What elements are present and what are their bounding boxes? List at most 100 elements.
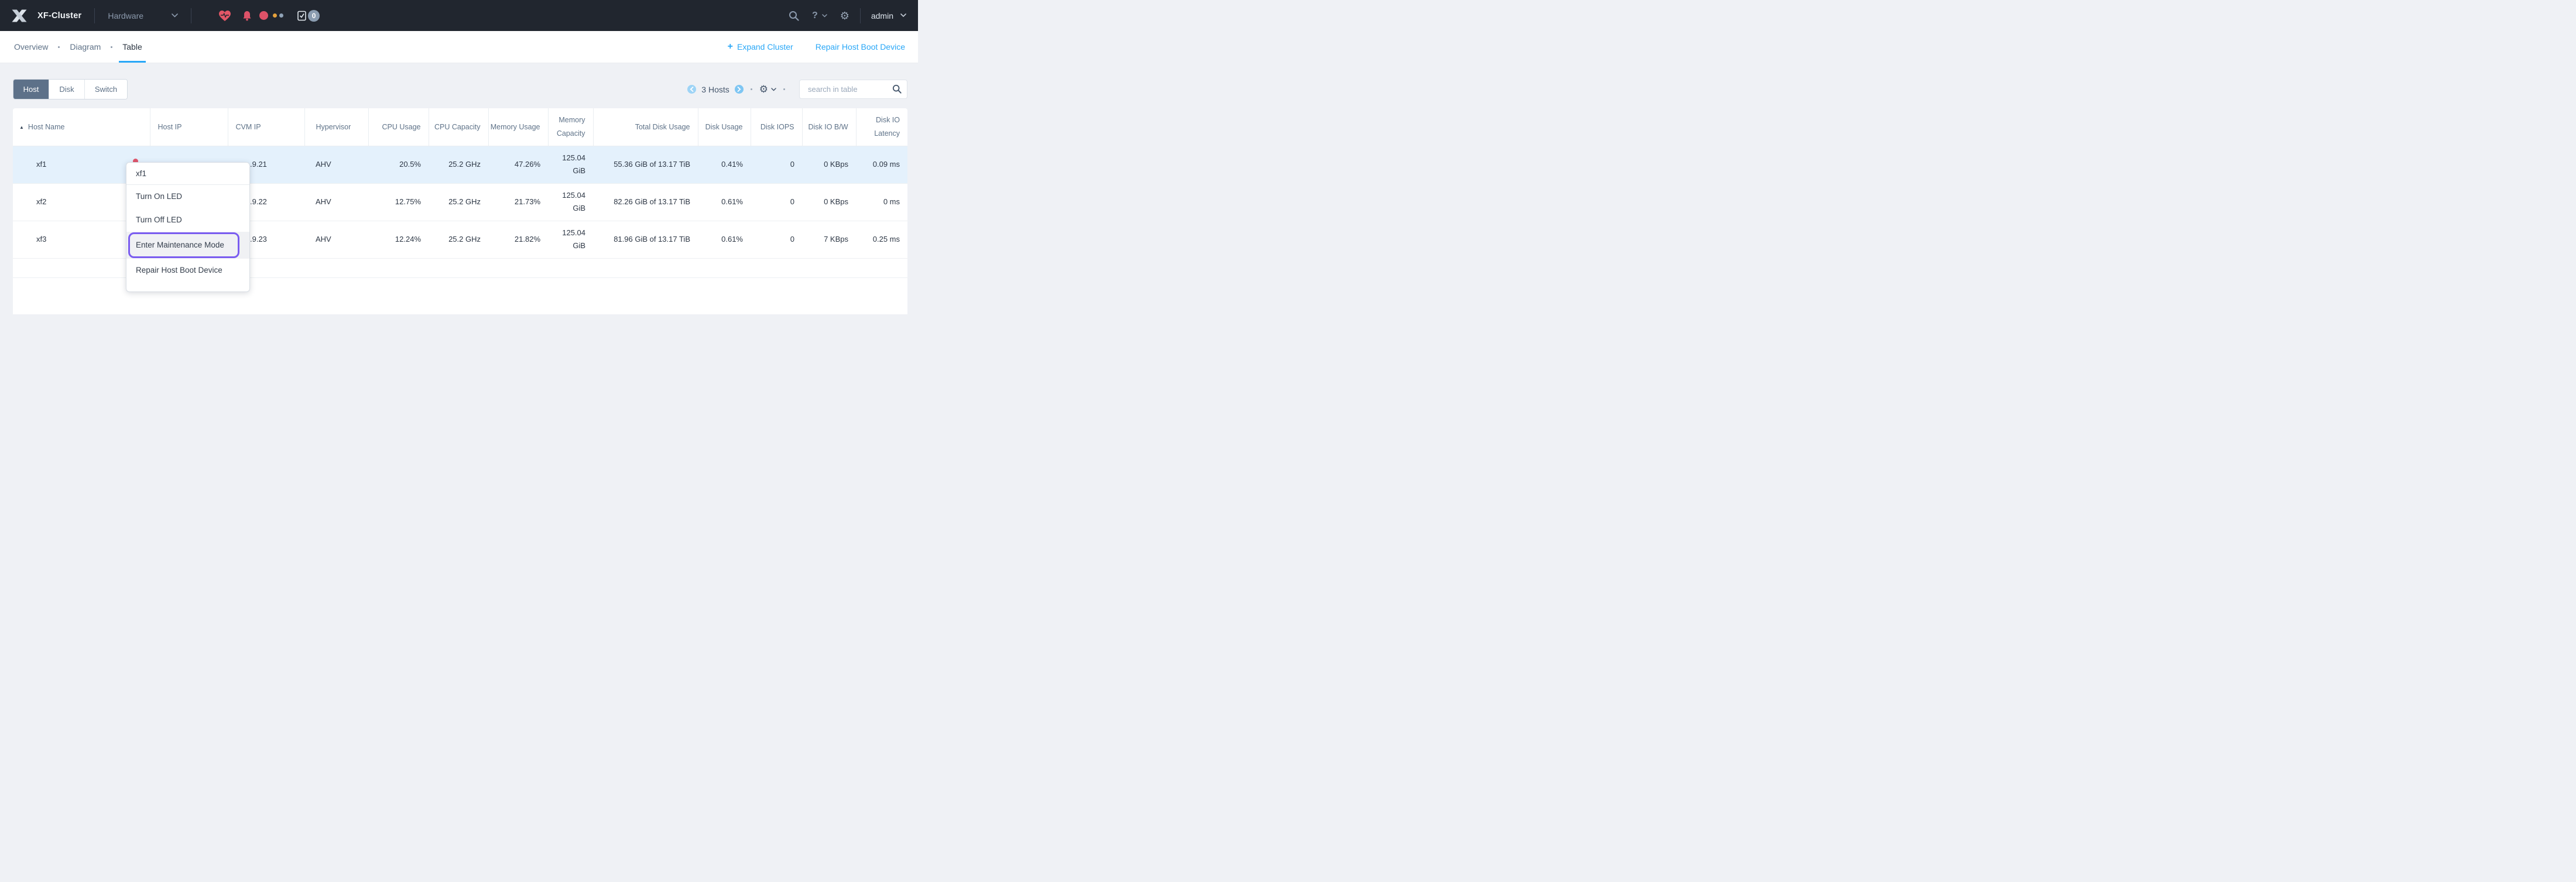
column-header-host-ip[interactable]: Host IP (150, 108, 228, 146)
table-row-xf1[interactable]: xf1 .9.21 AHV 20.5% 25.2 GHz 47.26% 125.… (13, 146, 907, 184)
view-tab-disk[interactable]: Disk (49, 80, 84, 99)
column-header-disk-io-latency[interactable]: Disk IO Latency (856, 108, 907, 146)
cell-hypervisor[interactable]: AHV (304, 183, 368, 221)
cell-cpu-capacity[interactable]: 25.2 GHz (429, 221, 488, 259)
cell-memory-usage[interactable]: 21.73% (488, 183, 548, 221)
tasks-count-badge: 0 (308, 9, 320, 22)
tab-table[interactable]: Table (119, 31, 146, 63)
brand-x-logo[interactable] (12, 9, 27, 22)
cell-disk-iops[interactable]: 0 (751, 146, 802, 184)
chevron-down-icon (172, 13, 178, 18)
chevron-right-icon (737, 87, 741, 92)
chevron-left-icon (690, 87, 694, 92)
cell-disk-iops[interactable]: 0 (751, 221, 802, 259)
tab-separator-dot (58, 46, 60, 48)
enter-maintenance-mode-label: Enter Maintenance Mode (136, 241, 224, 249)
cell-memory-usage[interactable]: 47.26% (488, 146, 548, 184)
cell-disk-io-latency[interactable]: 0 ms (856, 183, 907, 221)
top-nav: XF-Cluster Hardware 0 (0, 0, 918, 31)
menu-item-repair-host-boot-device[interactable]: Repair Host Boot Device (136, 266, 222, 274)
cell-disk-usage[interactable]: 0.41% (698, 146, 751, 184)
cell-memory-capacity[interactable]: 125.04 GiB (548, 221, 593, 259)
hosts-table-card: ▲ Host Name Host IP CVM IP Hypervisor CPU… (13, 108, 907, 314)
info-alert-dot[interactable] (279, 13, 284, 18)
alerts-bell-icon[interactable] (242, 11, 252, 21)
host-context-menu: xf1 Turn On LED Turn Off LED Enter Maint… (126, 162, 250, 292)
column-header-disk-usage[interactable]: Disk Usage (698, 108, 751, 146)
cell-disk-usage[interactable]: 0.61% (698, 183, 751, 221)
table-header-row: ▲ Host Name Host IP CVM IP Hypervisor CPU… (13, 108, 907, 146)
column-header-disk-io-bw[interactable]: Disk IO B/W (802, 108, 857, 146)
cell-total-disk-usage[interactable]: 82.26 GiB of 13.17 TiB (593, 183, 698, 221)
global-search-button[interactable] (789, 11, 799, 21)
cluster-name: XF-Cluster (37, 11, 82, 20)
nav-status-icons: 0 (217, 9, 320, 22)
hardware-menu-dropdown[interactable]: Hardware (108, 11, 178, 20)
next-page-button[interactable] (734, 85, 744, 94)
user-menu[interactable]: admin (871, 11, 906, 20)
view-tab-host[interactable]: Host (13, 80, 49, 99)
column-header-total-disk-usage[interactable]: Total Disk Usage (593, 108, 698, 146)
health-heart-icon[interactable] (218, 10, 231, 22)
cell-disk-io-latency[interactable]: 0.09 ms (856, 146, 907, 184)
tab-diagram[interactable]: Diagram (70, 42, 101, 52)
cell-disk-io-latency[interactable]: 0.25 ms (856, 221, 907, 259)
cell-total-disk-usage[interactable]: 55.36 GiB of 13.17 TiB (593, 146, 698, 184)
cell-cpu-usage[interactable]: 12.75% (368, 183, 429, 221)
prev-page-button[interactable] (687, 85, 697, 94)
column-header-disk-iops[interactable]: Disk IOPS (751, 108, 803, 146)
column-header-hypervisor[interactable]: Hypervisor (304, 108, 369, 146)
table-settings-button[interactable]: ⚙ (759, 84, 776, 95)
expand-cluster-label: Expand Cluster (737, 42, 793, 52)
menu-item-turn-off-led[interactable]: Turn Off LED (136, 215, 182, 224)
repair-host-boot-device-link[interactable]: Repair Host Boot Device (816, 42, 905, 52)
cell-cpu-usage[interactable]: 12.24% (368, 221, 429, 259)
gear-icon: ⚙ (759, 83, 768, 95)
cell-total-disk-usage[interactable]: 81.96 GiB of 13.17 TiB (593, 221, 698, 259)
hardware-subnav: Overview Diagram Table + Expand Cluster … (0, 31, 918, 63)
column-header-cvm-ip[interactable]: CVM IP (228, 108, 305, 146)
chevron-down-icon (771, 87, 776, 91)
toolbar-separator-dot (783, 88, 785, 90)
settings-gear-button[interactable]: ⚙ (840, 11, 849, 21)
expand-cluster-link[interactable]: + Expand Cluster (728, 42, 793, 52)
cell-memory-capacity[interactable]: 125.04 GiB (548, 146, 593, 184)
column-header-cpu-capacity[interactable]: CPU Capacity (429, 108, 489, 146)
question-mark-icon: ? (811, 10, 818, 20)
cell-disk-io-bw[interactable]: 0 KBps (802, 146, 856, 184)
entity-view-switcher: Host Disk Switch (13, 79, 128, 99)
toolbar-separator-dot (750, 88, 752, 90)
critical-alert-dot[interactable] (259, 11, 269, 20)
repair-boot-label: Repair Host Boot Device (815, 42, 905, 52)
cell-cpu-capacity[interactable]: 25.2 GHz (429, 146, 488, 184)
cell-memory-capacity[interactable]: 125.04 GiB (548, 183, 593, 221)
menu-item-enter-maintenance-mode[interactable]: Enter Maintenance Mode (126, 232, 249, 259)
cell-disk-io-bw[interactable]: 7 KBps (802, 221, 856, 259)
column-header-memory-capacity[interactable]: Memory Capacity (548, 108, 594, 146)
cell-disk-io-bw[interactable]: 0 KBps (802, 183, 856, 221)
nav-divider (859, 8, 861, 23)
cell-cpu-capacity[interactable]: 25.2 GHz (429, 183, 488, 221)
cell-hypervisor[interactable]: AHV (304, 146, 368, 184)
tasks-button[interactable]: 0 (297, 9, 320, 22)
view-tab-switch[interactable]: Switch (84, 80, 127, 99)
table-search-input[interactable] (799, 80, 907, 99)
search-icon (892, 84, 902, 94)
cell-disk-iops[interactable]: 0 (751, 183, 802, 221)
column-header-host-name[interactable]: ▲ Host Name (13, 108, 150, 146)
sort-asc-icon: ▲ (19, 124, 24, 130)
hardware-menu-label: Hardware (108, 11, 144, 20)
menu-item-turn-on-led[interactable]: Turn On LED (136, 192, 183, 201)
table-toolbar: Host Disk Switch 3 Hosts ⚙ (13, 79, 907, 99)
cell-cpu-usage[interactable]: 20.5% (368, 146, 429, 184)
help-menu-button[interactable]: ? (812, 11, 827, 21)
cell-disk-usage[interactable]: 0.61% (698, 221, 751, 259)
column-header-memory-usage[interactable]: Memory Usage (488, 108, 549, 146)
column-header-cpu-usage[interactable]: CPU Usage (368, 108, 429, 146)
cell-memory-usage[interactable]: 21.82% (488, 221, 548, 259)
tab-overview[interactable]: Overview (14, 42, 49, 52)
warning-alert-dot[interactable] (273, 13, 278, 18)
tab-separator-dot (111, 46, 113, 48)
cell-hypervisor[interactable]: AHV (304, 221, 368, 259)
chevron-down-icon (900, 13, 906, 18)
